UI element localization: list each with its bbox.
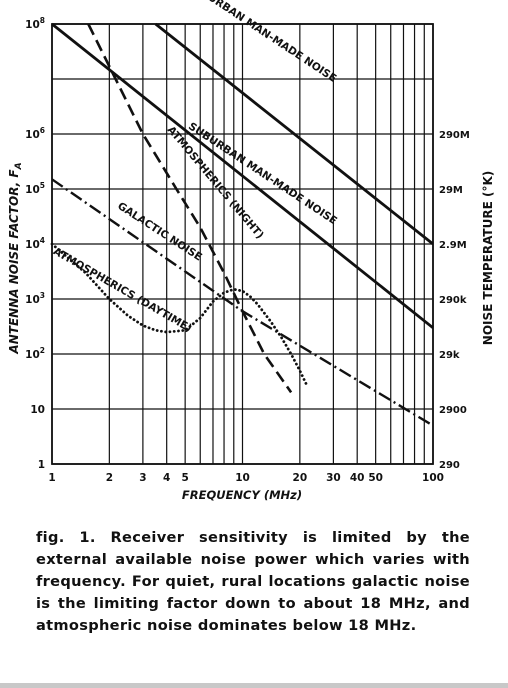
y-tick-label-left: 102: [25, 346, 45, 361]
y-tick-label-right: 290M: [439, 130, 470, 141]
y-tick-label-left: 105: [25, 181, 45, 196]
x-tick-label: 20: [293, 472, 308, 484]
y-axis-label-left: ANTENNA NOISE FACTOR, FA: [7, 162, 24, 354]
x-tick-label: 30: [326, 472, 341, 484]
x-tick-label: 5: [181, 472, 188, 484]
bottom-scrollbar-strip: [0, 683, 508, 688]
y-tick-label-left: 106: [25, 126, 45, 141]
series-lines: [50, 22, 434, 427]
y-tick-label-right: 290: [439, 460, 460, 471]
series-galactic-noise: [51, 178, 434, 427]
y-tick-label-right: 29k: [439, 350, 460, 361]
series-urban-man-made-noise: [154, 22, 434, 246]
y-tick-label-right: 29M: [439, 185, 463, 196]
x-tick-label: 1: [48, 472, 55, 484]
x-axis-label: FREQUENCY (MHz): [182, 488, 302, 502]
y-tick-label-left: 103: [25, 291, 45, 306]
y-axis-label-right: NOISE TEMPERATURE (°K): [481, 171, 495, 345]
y-tick-label-right: 2900: [439, 405, 467, 416]
y-tick-label-left: 1: [38, 459, 45, 471]
y-axis-label-subscript: A: [14, 162, 24, 170]
y-tick-label-left: 10: [30, 404, 45, 416]
grid: [51, 23, 434, 465]
y-tick-label-left: 108: [25, 16, 45, 31]
series-suburban-man-made-noise: [51, 22, 434, 329]
series-atmospherics-night: [87, 23, 293, 394]
x-tick-label: 10: [235, 472, 250, 484]
x-tick-label: 2: [106, 472, 113, 484]
series-atmospherics-daytime: [50, 242, 310, 389]
figure-caption: fig. 1. Receiver sensitivity is limited …: [36, 529, 470, 634]
axes: 1 2 3 4 5 10 20 30 40 50 1001081061051041031021012…: [25, 16, 470, 484]
y-tick-label-right: 2.9M: [439, 240, 467, 251]
x-tick-label: 100: [422, 472, 444, 484]
curve-label: URBAN MAN-MADE NOISE: [206, 0, 339, 85]
x-tick-label: 3: [139, 472, 146, 484]
x-tick-label: 4: [163, 472, 170, 484]
x-tick-label: 50: [368, 472, 383, 484]
y-tick-label-left: 104: [25, 236, 45, 251]
y-tick-label-right: 290k: [439, 295, 467, 306]
plot-frame: [51, 23, 434, 465]
curve-label: ATMOSPHERICS (DAYTIME): [51, 245, 194, 334]
x-tick-label: 40: [350, 472, 365, 484]
